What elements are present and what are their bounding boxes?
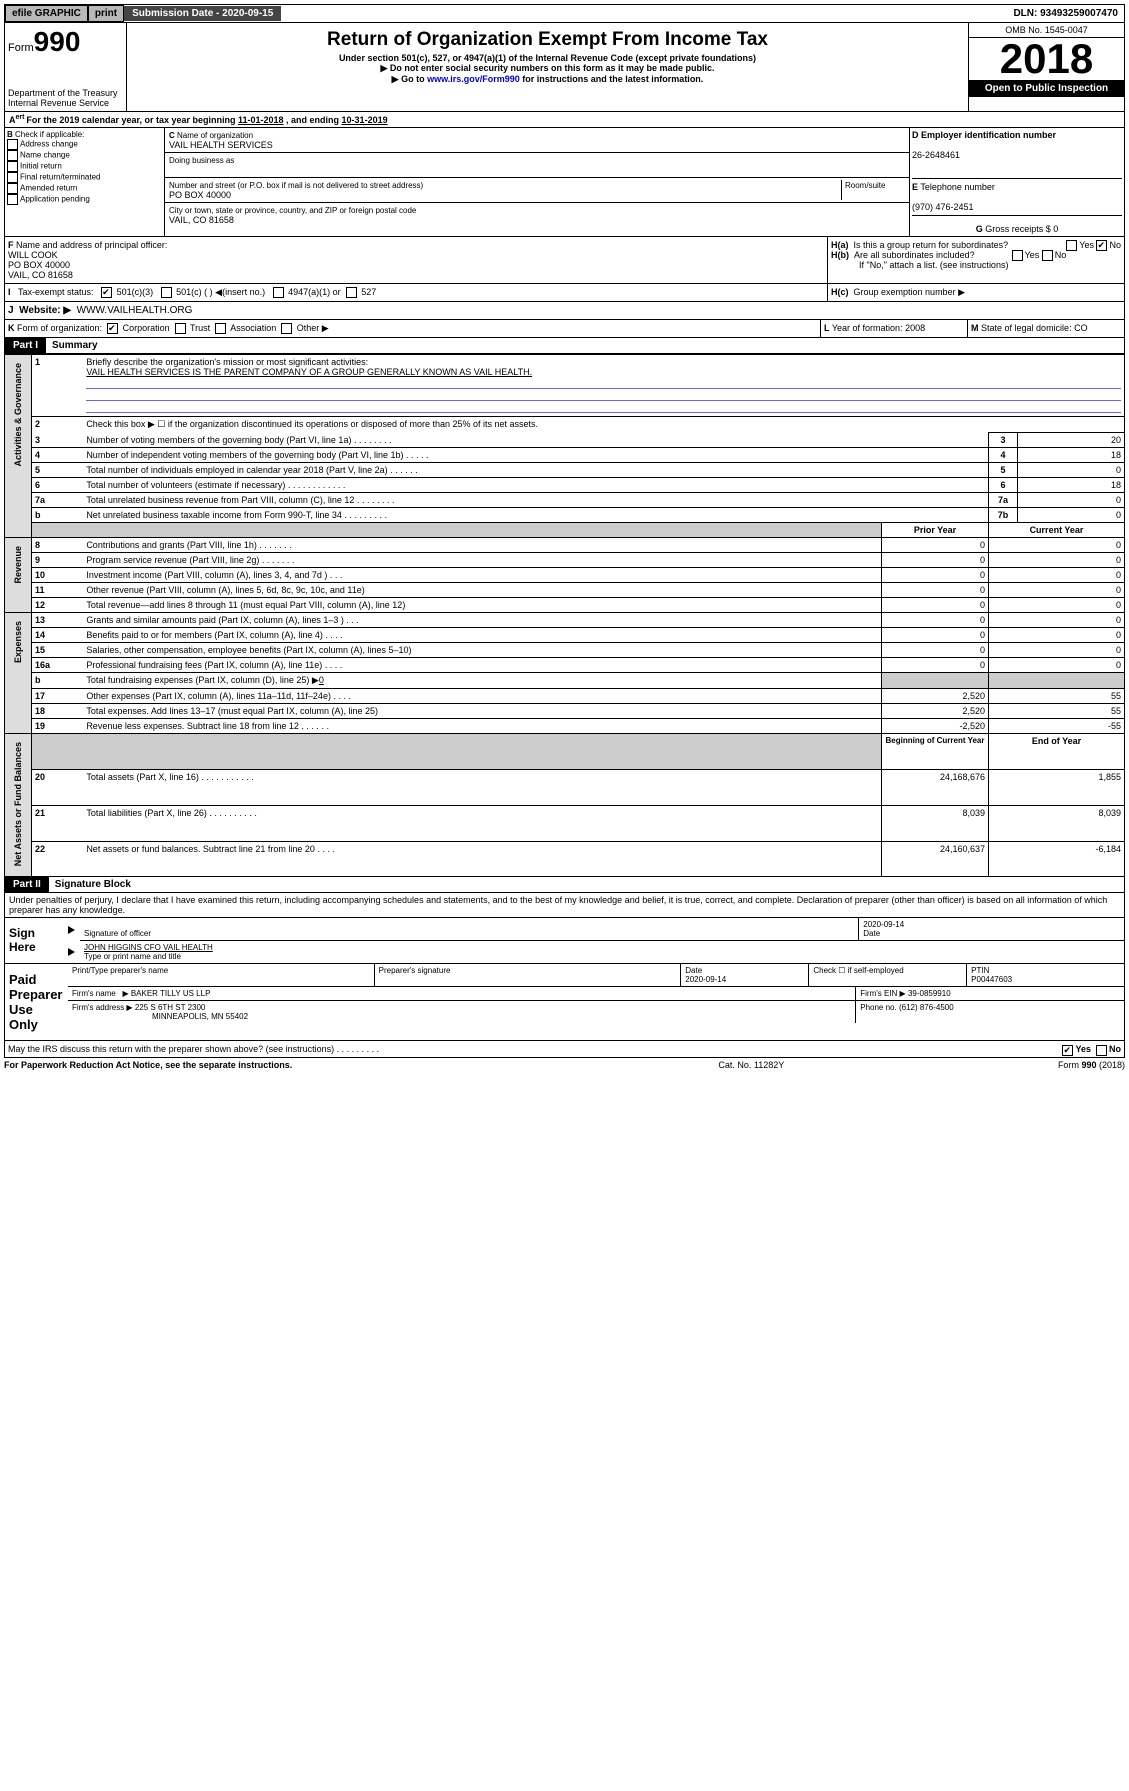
sign-here: Sign Here Signature of officer2020-09-14… [4, 918, 1125, 964]
table-row: bNet unrelated business taxable income f… [5, 508, 1125, 523]
section-a: Aert For the 2019 calendar year, or tax … [4, 112, 1125, 128]
section-j: J Website: ▶ WWW.VAILHEALTH.ORG [4, 302, 1125, 320]
arrow-icon [68, 948, 75, 956]
discuss-row: May the IRS discuss this return with the… [4, 1041, 1125, 1058]
topbar: efile GRAPHIC print Submission Date - 20… [4, 4, 1125, 23]
declaration: Under penalties of perjury, I declare th… [4, 893, 1125, 918]
table-row: 6Total number of volunteers (estimate if… [5, 478, 1125, 493]
table-row: 7aTotal unrelated business revenue from … [5, 493, 1125, 508]
section-klm: K Form of organization: Corporation Trus… [4, 320, 1125, 338]
section-bcdeg: B Check if applicable: Address change Na… [4, 128, 1125, 237]
form-header: Form990 Department of the Treasury Inter… [4, 23, 1125, 112]
section-i: I Tax-exempt status: 501(c)(3) 501(c) ( … [4, 284, 1125, 302]
table-row: 4Number of independent voting members of… [5, 448, 1125, 463]
section-b: B Check if applicable: Address change Na… [5, 128, 165, 236]
part1-table: Activities & Governance 1 Briefly descri… [4, 354, 1125, 877]
part2-header: Part IISignature Block [4, 877, 1125, 893]
irs-link[interactable]: www.irs.gov/Form990 [427, 74, 520, 84]
table-row: 5Total number of individuals employed in… [5, 463, 1125, 478]
table-row: 3Number of voting members of the governi… [5, 433, 1125, 448]
arrow-icon [68, 926, 75, 934]
form-title: Return of Organization Exempt From Incom… [131, 29, 964, 51]
section-c: C Name of organizationVAIL HEALTH SERVIC… [165, 128, 909, 236]
print-button[interactable]: print [88, 5, 124, 22]
part1-header: Part ISummary [4, 338, 1125, 354]
efile-button[interactable]: efile GRAPHIC [5, 5, 88, 22]
section-fh: F Name and address of principal officer:… [4, 237, 1125, 284]
submission-date: Submission Date - 2020-09-15 [124, 6, 281, 21]
footer: For Paperwork Reduction Act Notice, see … [4, 1058, 1125, 1072]
dln: DLN: 93493259007470 [1007, 6, 1124, 21]
paid-preparer: Paid Preparer Use Only Print/Type prepar… [4, 964, 1125, 1041]
